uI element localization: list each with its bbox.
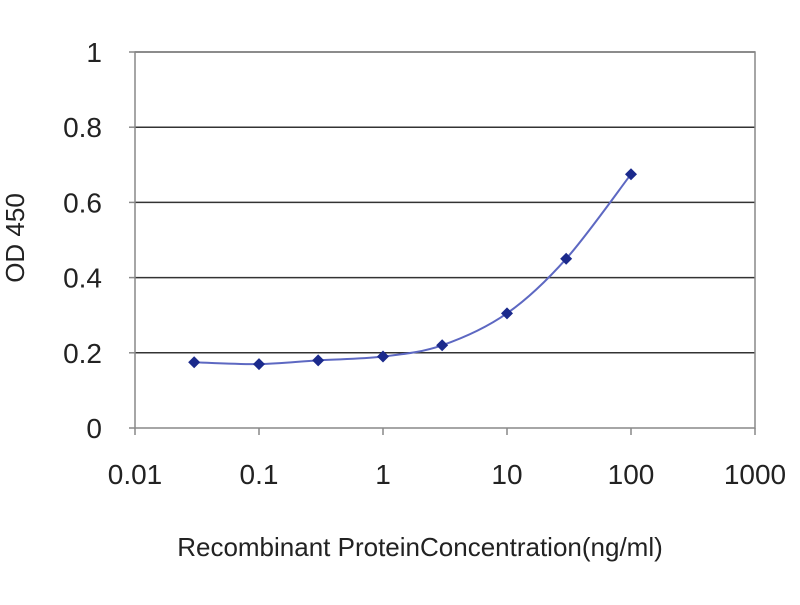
plot-border (134, 51, 756, 429)
data-point (436, 339, 449, 352)
x-tick-label: 10 (491, 459, 522, 490)
y-tick-label: 0.6 (63, 187, 102, 218)
data-point (312, 354, 325, 367)
x-axis-title: Recombinant ProteinConcentration(ng/ml) (177, 532, 663, 562)
data-point (188, 356, 201, 369)
data-point (377, 350, 389, 363)
x-tick-label: 1000 (724, 459, 786, 490)
y-axis-title: OD 450 (0, 193, 30, 283)
y-tick-label: 0.2 (63, 338, 102, 369)
plot-background-layer (135, 52, 755, 428)
data-point (253, 358, 265, 371)
data-point (501, 307, 513, 320)
series-layer (188, 168, 637, 371)
x-axis-ticks: 0.01 0.1 1 10 100 1000 (108, 428, 786, 490)
x-tick-label: 0.1 (240, 459, 279, 490)
x-tick-label: 100 (608, 459, 655, 490)
x-tick-label: 1 (375, 459, 391, 490)
plot-area (135, 52, 755, 428)
plot-frame (134, 51, 756, 429)
y-tick-label: 0.4 (63, 263, 102, 294)
data-point (560, 252, 573, 265)
y-tick-label: 0.8 (63, 112, 102, 143)
y-axis-ticks: 0 0.2 0.4 0.6 0.8 1 (63, 37, 135, 444)
y-tick-label: 1 (86, 37, 102, 68)
data-point (625, 168, 637, 181)
y-tick-label: 0 (86, 413, 102, 444)
x-tick-label: 0.01 (108, 459, 163, 490)
